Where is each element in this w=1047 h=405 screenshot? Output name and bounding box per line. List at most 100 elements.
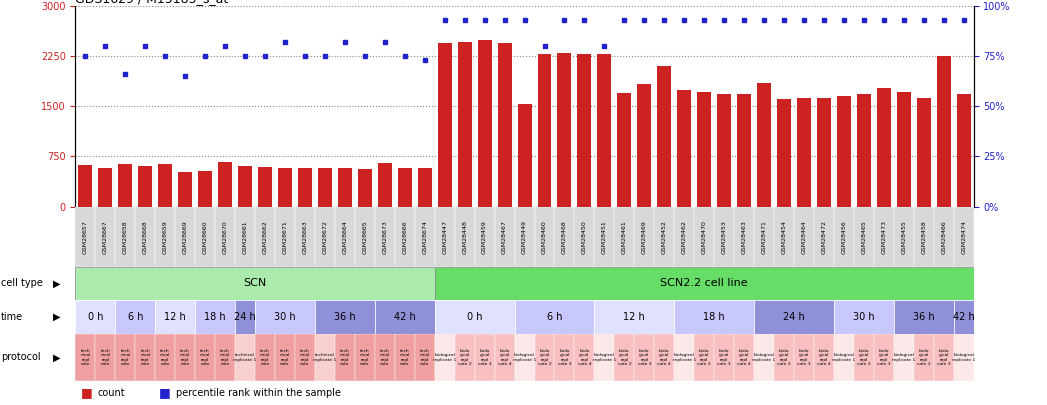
Bar [238, 166, 252, 207]
Bar [714, 334, 734, 381]
Text: 12 h: 12 h [164, 312, 186, 322]
Text: biolo
gical
repl
cate 3: biolo gical repl cate 3 [638, 349, 651, 366]
Bar [155, 207, 175, 267]
Bar [98, 168, 112, 207]
Bar [934, 207, 954, 267]
Text: GSM28666: GSM28666 [402, 220, 407, 254]
Text: biolo
gical
repl
cate 3: biolo gical repl cate 3 [797, 349, 810, 366]
Text: tech
nical
repl
cate: tech nical repl cate [400, 349, 409, 366]
Bar [375, 207, 395, 267]
Bar [454, 334, 474, 381]
Bar [75, 334, 95, 381]
Text: GSM28670: GSM28670 [223, 220, 227, 254]
Bar [474, 334, 494, 381]
Text: GSM28459: GSM28459 [482, 220, 487, 254]
Bar [854, 334, 874, 381]
Text: tech
nical
repl
cate: tech nical repl cate [340, 349, 350, 366]
Text: GSM28658: GSM28658 [122, 220, 128, 254]
Bar [315, 300, 375, 334]
Text: biolo
gical
repl
cate 4: biolo gical repl cate 4 [817, 349, 831, 366]
Text: GSM28464: GSM28464 [802, 220, 806, 254]
Bar [115, 300, 155, 334]
Bar [255, 334, 275, 381]
Bar [335, 334, 355, 381]
Bar [375, 334, 395, 381]
Text: GSM28664: GSM28664 [342, 220, 348, 254]
Bar [794, 334, 814, 381]
Bar [654, 207, 674, 267]
Text: 18 h: 18 h [204, 312, 226, 322]
Bar [435, 334, 454, 381]
Text: GSM28448: GSM28448 [462, 220, 467, 254]
Bar [856, 94, 871, 207]
Text: GSM28662: GSM28662 [263, 220, 268, 254]
Bar [275, 334, 295, 381]
Bar [175, 334, 195, 381]
Bar [834, 334, 854, 381]
Text: 12 h: 12 h [623, 312, 645, 322]
Text: GSM28657: GSM28657 [83, 220, 88, 254]
Text: GSM28463: GSM28463 [741, 220, 747, 254]
Bar [398, 168, 411, 207]
Text: biolo
gical
repl
cate 2: biolo gical repl cate 2 [917, 349, 931, 366]
Bar [697, 92, 711, 207]
Text: biological
replicate 1: biological replicate 1 [892, 353, 915, 362]
Bar [774, 207, 794, 267]
Bar [535, 207, 555, 267]
Bar [615, 334, 634, 381]
Text: GSM28472: GSM28472 [822, 220, 826, 254]
Text: GSM28460: GSM28460 [542, 220, 547, 254]
Text: 6 h: 6 h [128, 312, 143, 322]
Bar [535, 334, 555, 381]
Bar [917, 98, 931, 207]
Bar [236, 334, 255, 381]
Text: tech
nical
repl
cate: tech nical repl cate [420, 349, 430, 366]
Bar [578, 54, 592, 207]
Bar [218, 162, 232, 207]
Bar [618, 93, 631, 207]
Text: GSM28668: GSM28668 [142, 220, 148, 254]
Bar [155, 300, 195, 334]
Bar [737, 94, 751, 207]
Text: biolo
gical
repl
cate 3: biolo gical repl cate 3 [937, 349, 951, 366]
Bar [255, 207, 275, 267]
Bar [135, 334, 155, 381]
Text: SCN: SCN [243, 279, 267, 288]
Bar [175, 207, 195, 267]
Bar [178, 173, 193, 207]
Bar [335, 207, 355, 267]
Bar [435, 300, 514, 334]
Bar [275, 207, 295, 267]
Bar [638, 83, 651, 207]
Text: tech
nical
repl
cate: tech nical repl cate [140, 349, 151, 366]
Bar [435, 207, 454, 267]
Text: biolo
gical
repl
cate 2: biolo gical repl cate 2 [538, 349, 552, 366]
Text: tech
nical
repl
cate: tech nical repl cate [160, 349, 171, 366]
Text: GSM28458: GSM28458 [921, 220, 927, 254]
Bar [118, 164, 132, 207]
Text: biological
replicate 1: biological replicate 1 [513, 353, 536, 362]
Bar [454, 207, 474, 267]
Text: GSM28660: GSM28660 [203, 220, 207, 254]
Bar [854, 207, 874, 267]
Bar [754, 300, 834, 334]
Bar [654, 334, 674, 381]
Text: tech
nical
repl
cate: tech nical repl cate [299, 349, 310, 366]
Bar [375, 300, 435, 334]
Text: tech
nical
repl
cate: tech nical repl cate [280, 349, 290, 366]
Text: GSM28465: GSM28465 [862, 220, 867, 254]
Text: tech
nical
repl
cate: tech nical repl cate [180, 349, 191, 366]
Text: ■: ■ [159, 386, 171, 399]
Text: ▶: ▶ [53, 312, 61, 322]
Text: GSM28470: GSM28470 [701, 220, 707, 254]
Bar [937, 55, 951, 207]
Text: 18 h: 18 h [704, 312, 725, 322]
Text: tech
nical
repl
cate: tech nical repl cate [260, 349, 270, 366]
Bar [415, 207, 435, 267]
Text: GDS1629 / M15185_s_at: GDS1629 / M15185_s_at [75, 0, 228, 5]
Text: tech
nical
repl
cate: tech nical repl cate [200, 349, 210, 366]
Bar [514, 334, 535, 381]
Bar [279, 168, 292, 207]
Text: tech
nical
repl
cate: tech nical repl cate [81, 349, 90, 366]
Text: biolo
gical
repl
cate 4: biolo gical repl cate 4 [497, 349, 511, 366]
